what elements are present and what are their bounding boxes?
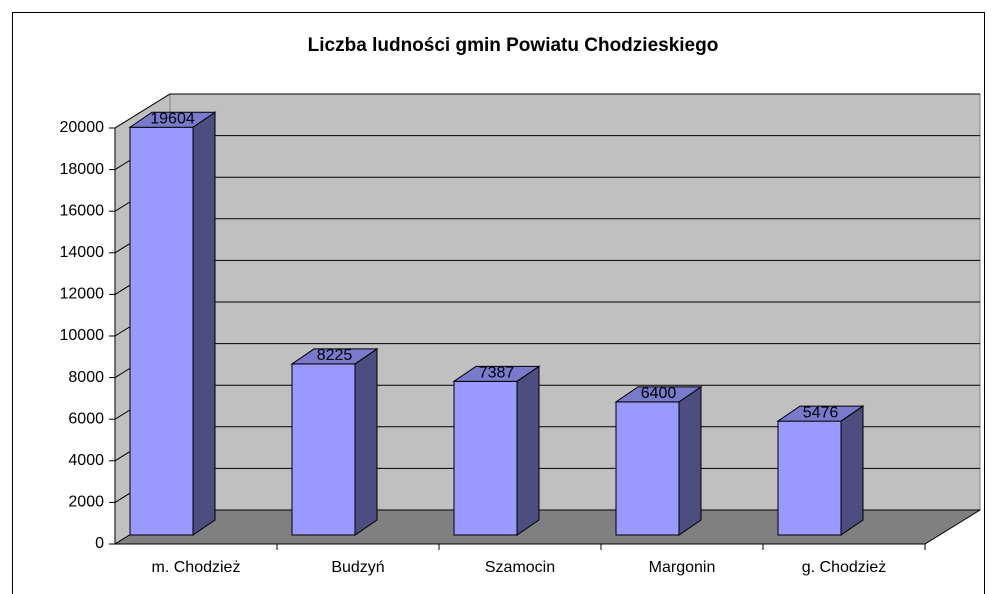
chart-title: Liczba ludności gmin Powiatu Chodzieskie… bbox=[308, 35, 719, 56]
bar-top bbox=[128, 111, 217, 128]
y-tick-label: 16000 bbox=[60, 202, 105, 219]
y-tick-label: 6000 bbox=[68, 410, 104, 427]
y-tick-label: 18000 bbox=[60, 161, 105, 178]
x-tick-label: m. Chodzież bbox=[152, 559, 241, 576]
bar-top bbox=[776, 405, 865, 422]
x-tick-label: Margonin bbox=[649, 559, 716, 576]
bar-side bbox=[354, 347, 378, 536]
y-tick-label: 12000 bbox=[60, 286, 105, 303]
value-label: 19604 bbox=[150, 110, 195, 127]
bar-side bbox=[678, 385, 702, 536]
x-tick-label: Budzyń bbox=[331, 559, 384, 576]
y-tick-label: 4000 bbox=[68, 452, 104, 469]
x-tick-label: Szamocin bbox=[485, 559, 555, 576]
value-label: 7387 bbox=[479, 365, 515, 382]
grid-line bbox=[114, 93, 980, 129]
value-label: 6400 bbox=[641, 385, 677, 402]
bar-top bbox=[290, 348, 379, 365]
y-tick-label: 10000 bbox=[60, 327, 105, 344]
y-tick-label: 20000 bbox=[60, 119, 105, 136]
bar bbox=[777, 420, 842, 536]
bar-side bbox=[840, 405, 864, 536]
value-label: 5476 bbox=[803, 404, 839, 421]
bar bbox=[291, 363, 356, 536]
bar bbox=[453, 380, 518, 536]
bar-top bbox=[452, 365, 541, 382]
y-tick-label: 2000 bbox=[68, 494, 104, 511]
y-tick-label: 0 bbox=[95, 535, 104, 552]
bar bbox=[615, 401, 680, 536]
y-tick-label: 14000 bbox=[60, 244, 105, 261]
x-tick-label: g. Chodzież bbox=[802, 559, 887, 576]
y-tick-label: 8000 bbox=[68, 369, 104, 386]
bar-side bbox=[192, 111, 216, 536]
bar-top bbox=[614, 386, 703, 403]
floor-edge bbox=[924, 509, 981, 545]
bar bbox=[129, 126, 194, 536]
bar-side bbox=[516, 365, 540, 536]
value-label: 8225 bbox=[317, 347, 353, 364]
